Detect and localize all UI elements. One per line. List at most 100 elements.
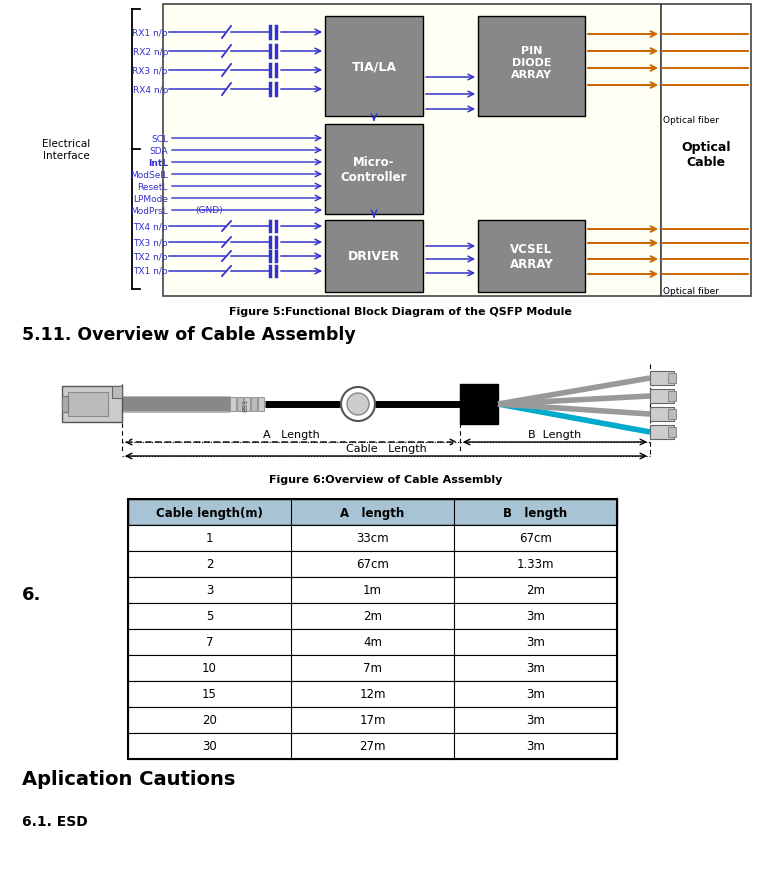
Bar (62, 386, 122, 423)
Text: 6.: 6. (22, 586, 41, 603)
Bar (128, 500, 617, 526)
Bar (668, 409, 676, 419)
Text: 3m: 3m (526, 610, 545, 623)
Text: TX4 n/p: TX4 n/p (134, 223, 168, 232)
Bar (128, 655, 617, 681)
Text: 3m: 3m (526, 636, 545, 649)
Text: 20: 20 (202, 713, 217, 727)
Text: 1.33m: 1.33m (517, 558, 554, 571)
Text: TX1 n/p: TX1 n/p (133, 267, 168, 276)
Text: IntL: IntL (148, 158, 168, 167)
Bar (62, 397, 68, 412)
Text: ModPrsL: ModPrsL (131, 207, 168, 215)
Bar (650, 426, 674, 440)
Bar (128, 681, 617, 707)
Text: SCL: SCL (151, 134, 168, 143)
Text: Figure 5:Functional Block Diagram of the QSFP Module: Figure 5:Functional Block Diagram of the… (229, 307, 572, 316)
Text: Optical fiber: Optical fiber (663, 287, 719, 296)
Bar (128, 629, 617, 655)
Text: B   length: B length (503, 506, 568, 519)
Text: SDA: SDA (150, 147, 168, 156)
Text: 12m: 12m (359, 687, 386, 701)
Text: 33cm: 33cm (356, 532, 389, 544)
Text: 67cm: 67cm (519, 532, 552, 544)
Text: 6.1. ESD: 6.1. ESD (22, 814, 87, 828)
Bar (668, 392, 676, 401)
Text: 15: 15 (202, 687, 217, 701)
Text: TX3 n/p: TX3 n/p (133, 238, 168, 248)
Bar (128, 526, 617, 552)
Bar (478, 221, 585, 292)
Text: 2: 2 (206, 558, 214, 571)
Text: B  Length: B Length (528, 429, 581, 440)
Text: 27m: 27m (359, 739, 386, 753)
Bar (128, 578, 617, 603)
Text: 3m: 3m (526, 713, 545, 727)
Text: Micro-
Controller: Micro- Controller (340, 156, 407, 184)
Bar (668, 427, 676, 437)
Bar (68, 392, 108, 417)
Bar (128, 707, 617, 733)
Text: 17m: 17m (359, 713, 386, 727)
Bar (112, 386, 122, 399)
Text: RX1 n/p: RX1 n/p (132, 29, 168, 38)
Text: 1: 1 (206, 532, 214, 544)
Bar (661, 5, 751, 297)
Text: RX4 n/p: RX4 n/p (133, 86, 168, 95)
Text: VCSEL
ARRAY: VCSEL ARRAY (510, 243, 553, 271)
Text: DRIVER: DRIVER (348, 250, 400, 263)
Bar (128, 603, 617, 629)
Ellipse shape (341, 388, 375, 422)
Text: (GND): (GND) (195, 207, 223, 215)
Bar (128, 500, 617, 759)
Bar (237, 398, 243, 411)
Bar (258, 398, 264, 411)
Bar (244, 398, 250, 411)
Text: 3m: 3m (526, 687, 545, 701)
Text: TX2 n/p: TX2 n/p (134, 252, 168, 261)
Text: PIN
DIODE
ARRAY: PIN DIODE ARRAY (511, 46, 552, 80)
Bar (460, 384, 498, 425)
Text: Electrical
Interface: Electrical Interface (42, 139, 90, 161)
Text: ResetL: ResetL (138, 182, 168, 191)
Text: 5: 5 (206, 610, 214, 623)
Text: ModSelL: ModSelL (130, 171, 168, 180)
Text: Aplication Cautions: Aplication Cautions (22, 769, 236, 789)
Text: 2m: 2m (526, 584, 545, 597)
Text: 4m: 4m (363, 636, 382, 649)
Text: 30: 30 (202, 739, 217, 753)
Text: Optical
Cable: Optical Cable (681, 141, 731, 169)
Text: 7: 7 (206, 636, 214, 649)
Text: 3m: 3m (526, 739, 545, 753)
Bar (668, 374, 676, 384)
Text: A   Length: A Length (263, 429, 319, 440)
Text: 7m: 7m (363, 662, 382, 675)
Bar (325, 17, 423, 117)
Text: Figure 6:Overview of Cable Assembly: Figure 6:Overview of Cable Assembly (269, 475, 502, 485)
Text: 3: 3 (206, 584, 214, 597)
Text: RX2 n/p: RX2 n/p (133, 47, 168, 56)
Bar (325, 125, 423, 215)
Bar (650, 390, 674, 403)
Text: LPMode: LPMode (133, 194, 168, 203)
Bar (650, 372, 674, 385)
Text: 8S1: 8S1 (243, 398, 249, 411)
Text: 10: 10 (202, 662, 217, 675)
Bar (478, 17, 585, 117)
Text: Cable length(m): Cable length(m) (156, 506, 263, 519)
Text: 2m: 2m (363, 610, 382, 623)
Text: RX3 n/p: RX3 n/p (132, 66, 168, 75)
Text: 1m: 1m (363, 584, 382, 597)
Text: 3m: 3m (526, 662, 545, 675)
Text: Optical fiber: Optical fiber (663, 115, 719, 124)
Ellipse shape (347, 393, 369, 416)
Text: Cable   Length: Cable Length (346, 443, 426, 453)
Bar (251, 398, 257, 411)
Text: TIA/LA: TIA/LA (351, 61, 397, 73)
Bar (230, 398, 236, 411)
Text: A   length: A length (340, 506, 404, 519)
Bar (650, 408, 674, 422)
Bar (163, 5, 661, 297)
Bar (325, 221, 423, 292)
Text: 5.11. Overview of Cable Assembly: 5.11. Overview of Cable Assembly (22, 325, 356, 343)
